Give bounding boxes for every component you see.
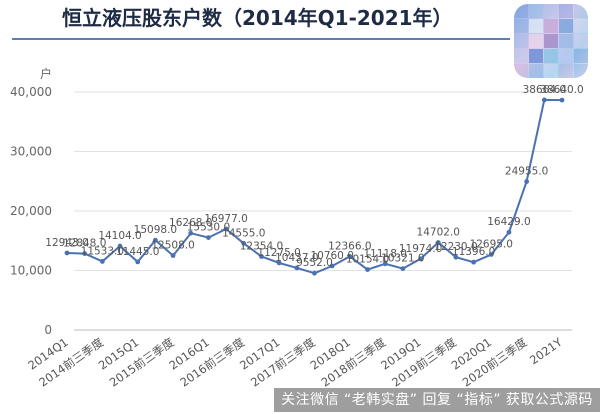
data-label: 12695.0 bbox=[470, 238, 513, 250]
data-point bbox=[329, 263, 335, 269]
data-label: 15530.0 bbox=[187, 222, 230, 234]
x-tick-labels: 2014Q12014前三季度2015Q12015前三季度2016Q12016前三… bbox=[25, 334, 565, 389]
data-label: 16429.0 bbox=[487, 216, 530, 228]
data-label: 12354.0 bbox=[240, 240, 283, 252]
data-label: 11118.0 bbox=[364, 248, 407, 260]
y-tick-label: 0 bbox=[44, 323, 52, 337]
data-point bbox=[382, 261, 388, 267]
data-point bbox=[294, 265, 300, 271]
data-label: 12366.0 bbox=[328, 240, 371, 252]
y-tick-label: 30,000 bbox=[10, 145, 52, 159]
data-label: 12943.0 bbox=[45, 237, 88, 249]
y-axis-label: 户 bbox=[40, 66, 52, 81]
data-label: 16268.0 bbox=[169, 217, 212, 229]
data-point bbox=[170, 253, 176, 258]
data-label: 14555.0 bbox=[222, 227, 265, 239]
data-point bbox=[435, 240, 441, 245]
data-point bbox=[471, 259, 477, 265]
data-label: 38664.0 bbox=[523, 84, 566, 96]
data-point bbox=[400, 266, 406, 271]
title-divider bbox=[12, 38, 510, 40]
data-label: 9552.0 bbox=[296, 257, 333, 269]
data-label: 10437.0 bbox=[275, 252, 318, 264]
data-point bbox=[152, 237, 158, 243]
data-label: 38640.0 bbox=[540, 84, 583, 96]
data-points bbox=[64, 97, 565, 276]
x-tick-label: 2021Y bbox=[527, 334, 566, 367]
data-label: 11396.0 bbox=[452, 246, 495, 258]
data-point bbox=[82, 251, 88, 256]
data-point bbox=[312, 270, 317, 276]
y-tick-labels: 0 10,000 20,000 30,000 40,000 bbox=[10, 85, 52, 337]
y-tick-label: 40,000 bbox=[10, 85, 52, 99]
data-point bbox=[365, 267, 370, 272]
data-label: 10154.0 bbox=[346, 254, 389, 266]
data-label: 12230.0 bbox=[434, 241, 477, 253]
data-label: 12848.0 bbox=[63, 238, 106, 250]
data-label: 10760.0 bbox=[310, 250, 353, 262]
data-point bbox=[276, 260, 282, 266]
data-label: 14104.0 bbox=[98, 230, 141, 242]
data-point bbox=[418, 256, 423, 262]
data-point bbox=[241, 240, 247, 246]
data-label: 14702.0 bbox=[417, 227, 460, 239]
data-point bbox=[453, 254, 459, 260]
data-label: 11275.0 bbox=[257, 247, 300, 259]
data-point bbox=[99, 258, 105, 264]
blurred-avatar-image bbox=[514, 4, 588, 78]
watermark-banner: 关注微信 “老韩实盘” 回复 “指标” 获取公式源码 bbox=[274, 388, 600, 412]
data-point bbox=[188, 230, 194, 236]
data-point bbox=[347, 254, 353, 259]
data-label: 12508.0 bbox=[151, 240, 194, 252]
data-label: 16977.0 bbox=[204, 213, 247, 225]
data-point bbox=[488, 252, 494, 257]
data-label: 11974.0 bbox=[399, 243, 442, 255]
y-tick-label: 20,000 bbox=[10, 204, 52, 218]
data-point bbox=[524, 179, 530, 184]
data-point bbox=[259, 254, 264, 259]
chart-title: 恒立液压股东户数（2014年Q1-2021年） bbox=[62, 6, 453, 30]
data-label: 15098.0 bbox=[134, 224, 177, 236]
data-point bbox=[64, 250, 70, 256]
data-point bbox=[135, 259, 141, 265]
data-point bbox=[506, 229, 512, 235]
data-point bbox=[206, 235, 211, 240]
data-point bbox=[117, 243, 123, 249]
data-label: 11445.0 bbox=[116, 246, 159, 258]
data-point bbox=[223, 226, 229, 232]
data-label: 10321.0 bbox=[381, 253, 424, 265]
data-point bbox=[559, 97, 565, 103]
data-label: 24955.0 bbox=[505, 166, 548, 178]
y-tick-label: 10,000 bbox=[10, 264, 52, 278]
data-point bbox=[541, 97, 547, 103]
data-label: 11533.0 bbox=[81, 245, 124, 257]
grid-lines bbox=[74, 91, 572, 331]
